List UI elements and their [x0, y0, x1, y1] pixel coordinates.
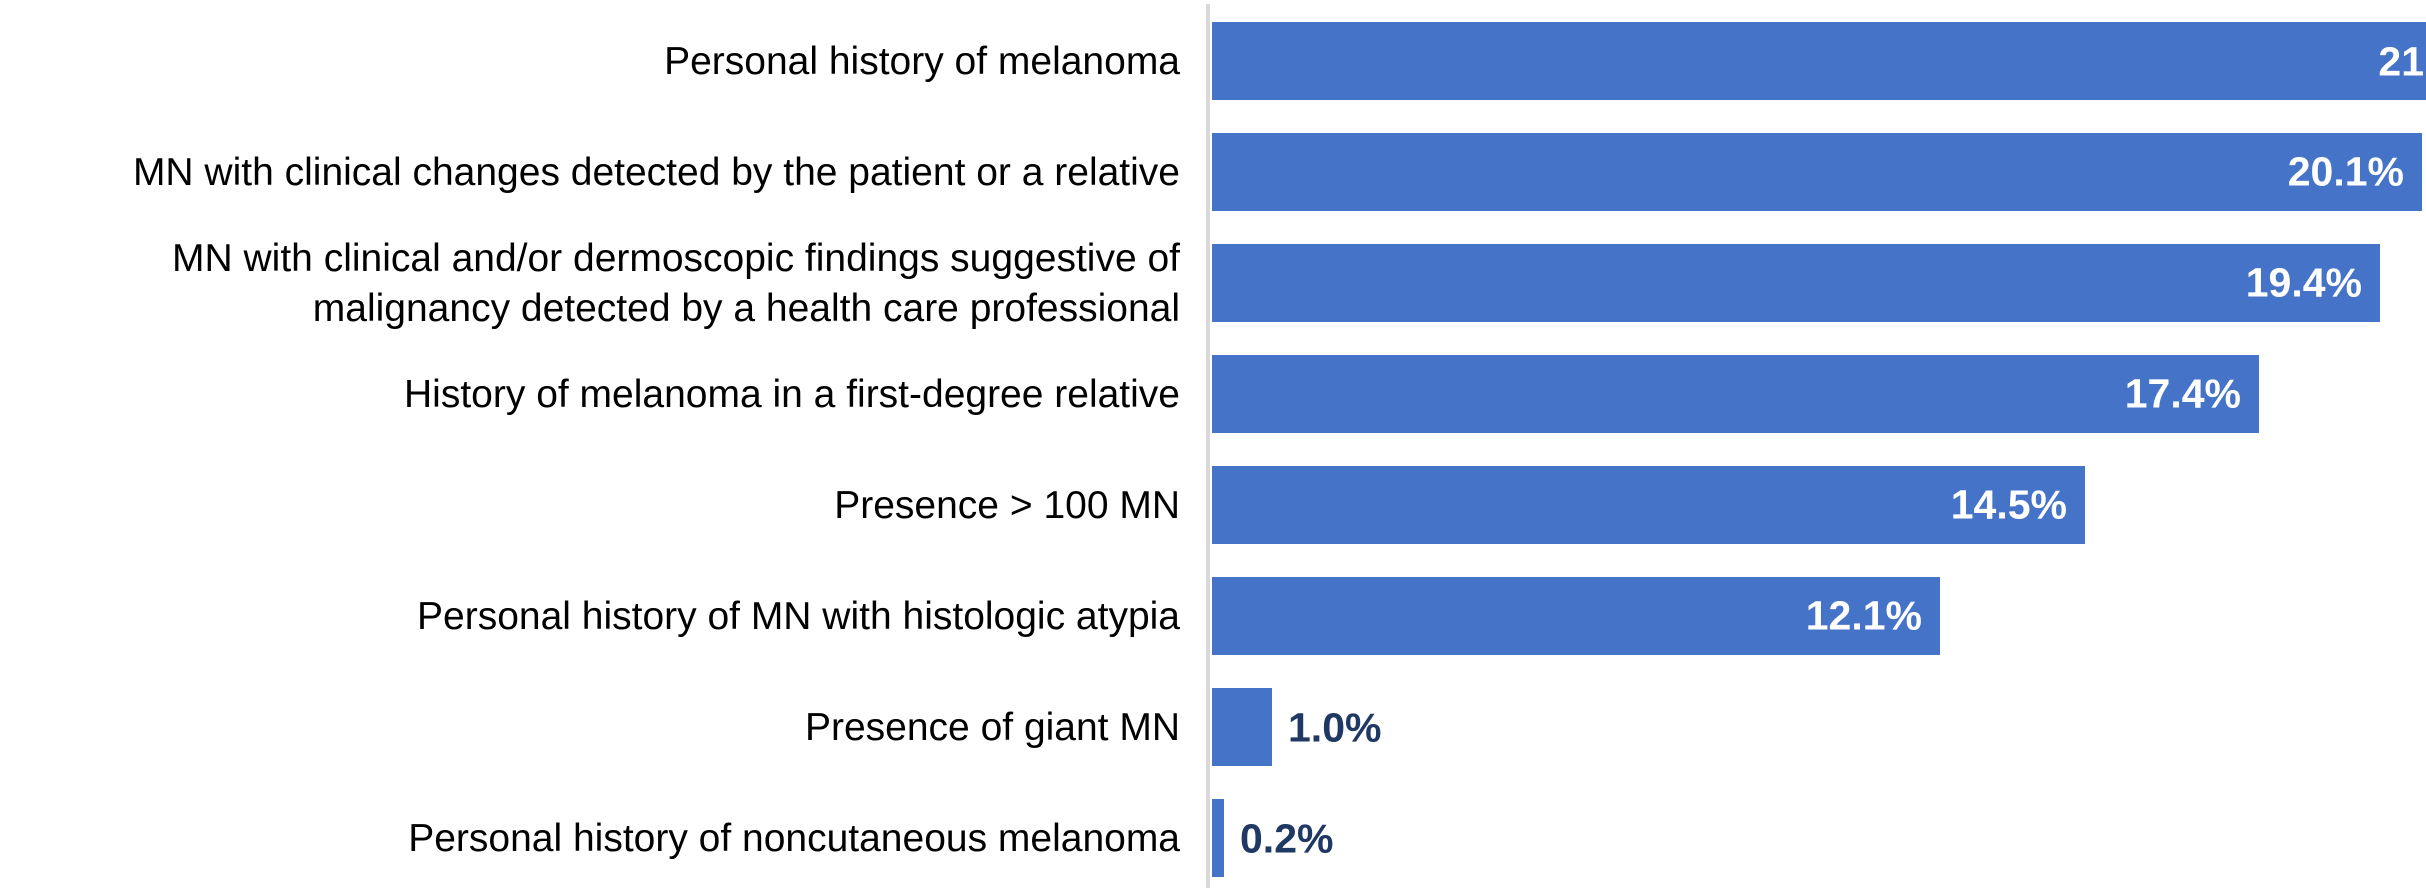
- bar: [1212, 22, 2426, 100]
- value-label: 20.1%: [2287, 148, 2404, 195]
- value-label: 12.1%: [1805, 592, 1922, 639]
- chart-row: Presence of giant MN 1.0%: [0, 672, 2426, 783]
- value-label: 0.2%: [1240, 815, 1334, 861]
- bar: [1212, 688, 1272, 766]
- value-label: 21: [2378, 38, 2424, 84]
- bar: [1212, 799, 1224, 877]
- chart-row: Presence > 100 MN 14.5%: [0, 450, 2426, 561]
- chart-row: Personal history of melanoma 21: [0, 6, 2426, 117]
- category-label: MN with clinical changes detected by the…: [132, 150, 1180, 194]
- bar: 17.4%: [1212, 355, 2259, 433]
- chart-row: Personal history of MN with histologic a…: [0, 561, 2426, 672]
- bar: 12.1%: [1212, 577, 1940, 655]
- category-label: Personal history of noncutaneous melanom…: [408, 816, 1180, 860]
- value-label: 14.5%: [1950, 481, 2067, 528]
- category-label: History of melanoma in a first-degree re…: [404, 372, 1180, 416]
- y-axis-line: [1206, 4, 1210, 888]
- category-label: Presence > 100 MN: [834, 483, 1180, 527]
- category-label: Presence of giant MN: [804, 705, 1180, 749]
- value-label: 17.4%: [2124, 370, 2241, 417]
- bar: 20.1%: [1212, 133, 2422, 211]
- chart-row: History of melanoma in a first-degree re…: [0, 339, 2426, 450]
- chart-row: MN with clinical changes detected by the…: [0, 117, 2426, 228]
- chart-rows: Personal history of melanoma 21 MN with cl…: [0, 6, 2426, 894]
- category-label: Personal history of MN with histologic a…: [417, 594, 1180, 638]
- bar: 14.5%: [1212, 466, 2085, 544]
- bar: 19.4%: [1212, 244, 2380, 322]
- category-label: Personal history of melanoma: [664, 39, 1180, 83]
- value-label: 19.4%: [2245, 259, 2362, 306]
- chart-row: MN with clinical and/or dermoscopic find…: [0, 228, 2426, 339]
- value-label: 1.0%: [1288, 704, 1382, 750]
- chart-row: Personal history of noncutaneous melanom…: [0, 783, 2426, 894]
- category-label: MN with clinical and/or dermoscopic find…: [172, 236, 1180, 330]
